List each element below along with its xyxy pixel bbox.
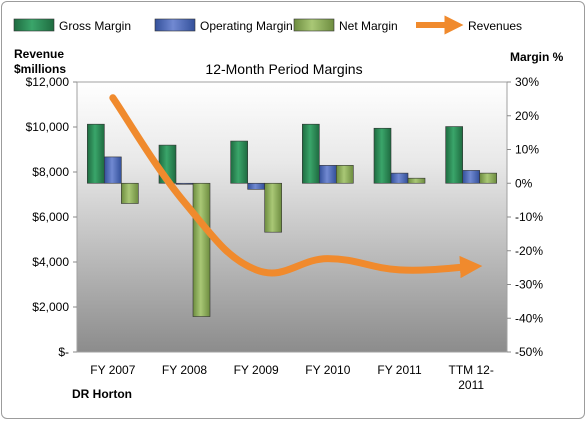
left-tick-label: $12,000 — [26, 75, 70, 89]
chart-legend: Gross Margin Operating Margin Net Margin Re… — [13, 15, 522, 35]
plot-area — [76, 81, 508, 353]
right-tick-label: -50% — [515, 345, 543, 359]
gross-margin-bar — [302, 123, 320, 184]
operating-margin-bar — [462, 170, 480, 184]
left-tick-label: $8,000 — [32, 165, 69, 179]
x-tick-label: FY 2010 — [305, 363, 350, 377]
x-tick-label: TTM 12- — [448, 363, 493, 377]
right-tick-label: -30% — [515, 278, 543, 292]
left-axis-title: Revenue $millions — [14, 47, 66, 76]
left-axis-ticks: $- $2,000 $4,000 $6,000 $8,000 $10,000 $12,000 — [26, 75, 77, 359]
legend-item-net-margin: Net Margin — [293, 18, 398, 33]
legend-label: Revenues — [468, 19, 522, 33]
left-axis-title-line-1: Revenue — [14, 47, 64, 61]
margins-chart: 12-Month Period Margins Gross Margin Oper… — [13, 15, 564, 401]
revenues-line — [109, 94, 483, 279]
legend-label: Operating Margin — [200, 19, 293, 33]
right-axis-ticks: -50% -40% -30% -20% -10% 0% 10% 20% 30% — [507, 75, 543, 359]
gross-margin-bar — [445, 126, 463, 184]
operating-margin-bar — [175, 182, 194, 185]
right-axis-title: Margin % — [510, 50, 564, 64]
left-tick-label: $10,000 — [26, 120, 70, 134]
gross-margin-bar — [87, 123, 105, 184]
x-tick-label: 2011 — [458, 378, 484, 392]
left-tick-label: $6,000 — [32, 210, 69, 224]
left-tick-label: $2,000 — [32, 300, 69, 314]
legend-item-operating-margin: Operating Margin — [154, 18, 293, 33]
net-margin-bar — [192, 182, 211, 317]
left-tick-label: $- — [58, 345, 69, 359]
legend-item-gross-margin: Gross Margin — [13, 18, 131, 33]
operating-margin-bar — [104, 156, 122, 184]
net-margin-bar — [407, 177, 426, 184]
legend-label: Gross Margin — [59, 19, 131, 33]
revenue-line-series — [109, 94, 483, 279]
right-tick-label: -10% — [515, 210, 543, 224]
right-tick-label: 20% — [515, 109, 539, 123]
right-tick-label: 0% — [515, 176, 533, 190]
left-tick-label: $4,000 — [32, 255, 69, 269]
right-tick-label: -40% — [515, 311, 543, 325]
net-margin-bar — [121, 182, 139, 204]
chart-title: 12-Month Period Margins — [205, 61, 362, 77]
right-tick-label: 10% — [515, 143, 539, 157]
gross-margin-bar — [373, 127, 392, 184]
x-axis-labels: FY 2007 FY 2008 FY 2009 FY 2010 FY 2011 TTM 1… — [90, 363, 494, 392]
right-tick-label: -20% — [515, 244, 543, 258]
net-margin-bar — [479, 172, 497, 184]
chart-title-group: 12-Month Period Margins — [205, 61, 362, 77]
legend-label: Net Margin — [339, 19, 398, 33]
net-margin-bar — [336, 165, 354, 184]
legend-swatch — [154, 18, 196, 32]
operating-margin-bar — [319, 165, 337, 184]
x-tick-label: FY 2007 — [90, 363, 135, 377]
legend-swatch — [13, 18, 55, 32]
gross-margin-bar — [230, 140, 248, 184]
legend-item-revenues: Revenues — [416, 15, 522, 35]
company-label: DR Horton — [72, 387, 132, 401]
x-tick-label: FY 2009 — [234, 363, 279, 377]
net-margin-bar — [264, 182, 282, 233]
operating-margin-bar — [390, 172, 409, 184]
legend-swatch — [293, 18, 335, 32]
x-tick-label: FY 2008 — [162, 363, 207, 377]
operating-margin-bar — [247, 182, 265, 190]
right-tick-label: 30% — [515, 75, 539, 89]
left-axis-title-line-2: $millions — [14, 62, 66, 76]
x-tick-label: FY 2011 — [377, 363, 422, 377]
